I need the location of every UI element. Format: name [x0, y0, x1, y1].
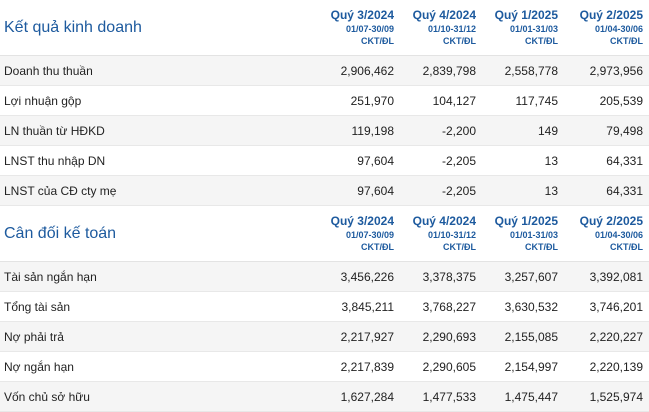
row-value: 2,217,927 — [318, 321, 400, 352]
section-title: Cân đối kế toán — [0, 205, 318, 262]
row-value: 2,290,693 — [400, 321, 482, 352]
row-value: 1,477,533 — [400, 381, 482, 412]
table-row: LN thuần từ HĐKD 119,198 -2,200 149 79,498 — [0, 115, 649, 146]
row-value: 3,456,226 — [318, 261, 400, 292]
row-label: Vốn chủ sở hữu — [0, 381, 318, 412]
row-label: LNST thu nhập DN — [0, 145, 318, 176]
table-row: LNST thu nhập DN 97,604 -2,205 13 64,331 — [0, 145, 649, 176]
row-value: 2,973,956 — [564, 55, 649, 86]
period-header: Quý 3/2024 01/07-30/09 CKT/ĐL — [318, 0, 400, 56]
table-row: LNST của CĐ cty mẹ 97,604 -2,205 13 64,331 — [0, 175, 649, 206]
row-label: Tài sản ngắn hạn — [0, 261, 318, 292]
period-header: Quý 2/2025 01/04-30/06 CKT/ĐL — [564, 205, 649, 262]
table-row: Tài sản ngắn hạn 3,456,226 3,378,375 3,257,… — [0, 261, 649, 292]
row-value: 64,331 — [564, 145, 649, 176]
period-header: Quý 1/2025 01/01-31/03 CKT/ĐL — [482, 0, 564, 56]
row-label: LNST của CĐ cty mẹ — [0, 175, 318, 206]
period-unit: CKT/ĐL — [443, 241, 476, 252]
row-value: 3,257,607 — [482, 261, 564, 292]
row-value: 2,839,798 — [400, 55, 482, 86]
table-row: Doanh thu thuần 2,906,462 2,839,798 2,558,7… — [0, 55, 649, 86]
row-value: 3,378,375 — [400, 261, 482, 292]
row-label: Nợ ngắn hạn — [0, 351, 318, 382]
row-value: -2,205 — [400, 145, 482, 176]
period-quarter: Quý 4/2024 — [412, 7, 476, 22]
period-unit: CKT/ĐL — [525, 35, 558, 46]
row-value: 2,906,462 — [318, 55, 400, 86]
row-value: 97,604 — [318, 145, 400, 176]
period-quarter: Quý 3/2024 — [330, 213, 394, 228]
row-value: 2,290,605 — [400, 351, 482, 382]
row-value: 251,970 — [318, 85, 400, 116]
row-value: 2,220,227 — [564, 321, 649, 352]
row-value: 3,746,201 — [564, 291, 649, 322]
period-unit: CKT/ĐL — [361, 241, 394, 252]
row-value: 64,331 — [564, 175, 649, 206]
table-row: Nợ phải trả 2,217,927 2,290,693 2,155,085 2,… — [0, 321, 649, 352]
row-label: Lợi nhuận gộp — [0, 85, 318, 116]
row-value: 13 — [482, 145, 564, 176]
period-quarter: Quý 2/2025 — [579, 213, 643, 228]
period-header: Quý 4/2024 01/10-31/12 CKT/ĐL — [400, 0, 482, 56]
table-row: Lợi nhuận gộp 251,970 104,127 117,745 205,53… — [0, 85, 649, 116]
row-value: 2,558,778 — [482, 55, 564, 86]
row-value: 1,627,284 — [318, 381, 400, 412]
period-dates: 01/01-31/03 — [509, 23, 558, 34]
row-value: 104,127 — [400, 85, 482, 116]
period-dates: 01/04-30/06 — [594, 23, 643, 34]
period-dates: 01/01-31/03 — [509, 229, 558, 240]
section-header: Kết quả kinh doanh Quý 3/2024 01/07-30/09 C… — [0, 0, 649, 56]
period-quarter: Quý 2/2025 — [579, 7, 643, 22]
period-dates: 01/07-30/09 — [345, 23, 394, 34]
period-quarter: Quý 1/2025 — [494, 213, 558, 228]
row-value: 1,525,974 — [564, 381, 649, 412]
period-dates: 01/04-30/06 — [594, 229, 643, 240]
row-value: 2,154,997 — [482, 351, 564, 382]
row-value: 3,845,211 — [318, 291, 400, 322]
period-quarter: Quý 1/2025 — [494, 7, 558, 22]
period-dates: 01/10-31/12 — [427, 23, 476, 34]
period-header: Quý 4/2024 01/10-31/12 CKT/ĐL — [400, 205, 482, 262]
period-header: Quý 2/2025 01/04-30/06 CKT/ĐL — [564, 0, 649, 56]
period-unit: CKT/ĐL — [525, 241, 558, 252]
row-value: 97,604 — [318, 175, 400, 206]
period-unit: CKT/ĐL — [610, 241, 643, 252]
row-label: Nợ phải trả — [0, 321, 318, 352]
row-value: 3,392,081 — [564, 261, 649, 292]
section-title: Kết quả kinh doanh — [0, 0, 318, 56]
row-value: 2,217,839 — [318, 351, 400, 382]
period-dates: 01/10-31/12 — [427, 229, 476, 240]
row-value: 2,220,139 — [564, 351, 649, 382]
period-header: Quý 1/2025 01/01-31/03 CKT/ĐL — [482, 205, 564, 262]
row-value: 117,745 — [482, 85, 564, 116]
table-row: Nợ ngắn hạn 2,217,839 2,290,605 2,154,997 2,… — [0, 351, 649, 382]
period-header: Quý 3/2024 01/07-30/09 CKT/ĐL — [318, 205, 400, 262]
period-unit: CKT/ĐL — [361, 35, 394, 46]
row-value: 13 — [482, 175, 564, 206]
row-value: 3,768,227 — [400, 291, 482, 322]
row-value: -2,200 — [400, 115, 482, 146]
row-label: Doanh thu thuần — [0, 55, 318, 86]
row-value: 149 — [482, 115, 564, 146]
period-quarter: Quý 3/2024 — [330, 7, 394, 22]
table-row: Tổng tài sản 3,845,211 3,768,227 3,630,532 3… — [0, 291, 649, 322]
row-value: 1,475,447 — [482, 381, 564, 412]
section-header: Cân đối kế toán Quý 3/2024 01/07-30/09 CKT/… — [0, 205, 649, 262]
period-quarter: Quý 4/2024 — [412, 213, 476, 228]
row-label: Tổng tài sản — [0, 291, 318, 322]
row-label: LN thuần từ HĐKD — [0, 115, 318, 146]
row-value: 79,498 — [564, 115, 649, 146]
row-value: 3,630,532 — [482, 291, 564, 322]
row-value: -2,205 — [400, 175, 482, 206]
period-unit: CKT/ĐL — [443, 35, 476, 46]
row-value: 2,155,085 — [482, 321, 564, 352]
table-row: Vốn chủ sở hữu 1,627,284 1,477,533 1,475,44… — [0, 381, 649, 412]
period-unit: CKT/ĐL — [610, 35, 643, 46]
row-value: 119,198 — [318, 115, 400, 146]
row-value: 205,539 — [564, 85, 649, 116]
period-dates: 01/07-30/09 — [345, 229, 394, 240]
